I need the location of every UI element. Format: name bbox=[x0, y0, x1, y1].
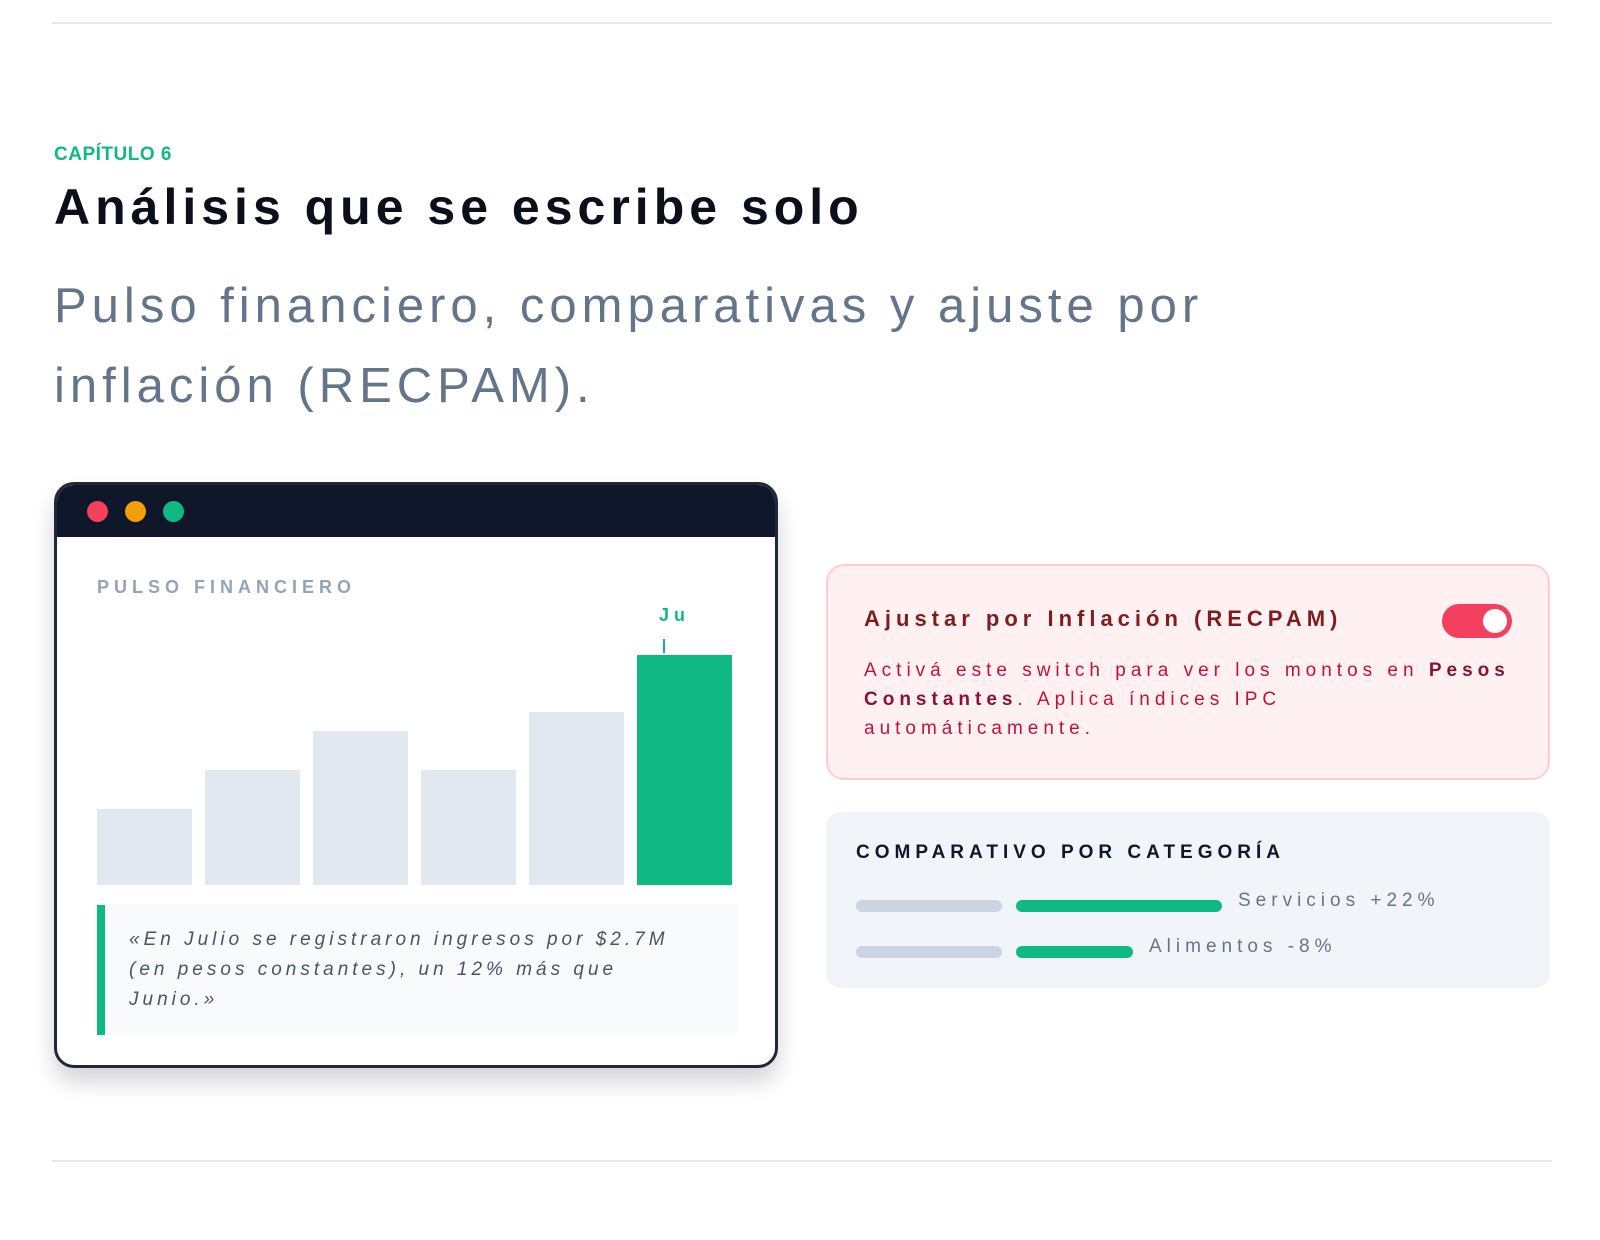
chart-title: PULSO FINANCIERO bbox=[97, 577, 357, 597]
page-title: Análisis que se escribe solo bbox=[54, 179, 864, 235]
comparison-base-bar bbox=[856, 946, 1002, 958]
comparison-value-bar bbox=[1016, 900, 1222, 912]
inflation-adjust-card: Ajustar por Inflación (RECPAM) Activá es… bbox=[826, 564, 1550, 780]
close-dot-icon[interactable] bbox=[87, 501, 108, 522]
comparison-title: COMPARATIVO POR CATEGORÍA bbox=[856, 842, 1285, 863]
inflation-desc-text: Activá este switch para ver los montos e… bbox=[864, 660, 1429, 681]
inflation-toggle[interactable] bbox=[1442, 604, 1512, 638]
minimize-dot-icon[interactable] bbox=[125, 501, 146, 522]
financial-pulse-chart: Ju bbox=[97, 605, 737, 885]
top-divider bbox=[52, 22, 1552, 24]
bottom-divider bbox=[52, 1160, 1552, 1162]
comparison-row: Alimentos -8% bbox=[856, 936, 1516, 966]
window-titlebar bbox=[57, 485, 775, 537]
inflation-desc-tail: . Aplica índices IPC automáticamente. bbox=[864, 689, 1282, 739]
chart-bar-tick bbox=[663, 639, 665, 653]
chart-bar bbox=[421, 770, 516, 885]
chart-bar bbox=[313, 731, 408, 885]
comparison-label: Servicios +22% bbox=[1238, 890, 1440, 911]
maximize-dot-icon[interactable] bbox=[163, 501, 184, 522]
chart-bar bbox=[205, 770, 300, 885]
toggle-knob bbox=[1483, 609, 1507, 633]
chart-bar-highlight bbox=[637, 655, 732, 885]
comparison-row: Servicios +22% bbox=[856, 890, 1516, 920]
page-subtitle: Pulso financiero, comparativas y ajuste … bbox=[54, 279, 1204, 413]
browser-window-mockup: PULSO FINANCIERO Ju «En Julio se registr… bbox=[54, 482, 778, 1068]
chart-bar bbox=[97, 809, 192, 885]
chapter-label: CAPÍTULO 6 bbox=[54, 144, 172, 165]
category-comparison-card: COMPARATIVO POR CATEGORÍA Servicios +22%… bbox=[826, 812, 1550, 988]
inflation-desc-strong: Pesos Constantes bbox=[864, 660, 1510, 710]
inflation-description: Activá este switch para ver los montos e… bbox=[864, 656, 1514, 743]
inflation-title: Ajustar por Inflación (RECPAM) bbox=[864, 606, 1343, 631]
comparison-base-bar bbox=[856, 900, 1002, 912]
insight-quote: «En Julio se registraron ingresos por $2… bbox=[97, 905, 737, 1035]
comparison-label: Alimentos -8% bbox=[1149, 936, 1337, 957]
chart-bar bbox=[529, 712, 624, 885]
comparison-value-bar bbox=[1016, 946, 1133, 958]
chart-bar-label: Ju bbox=[659, 605, 691, 625]
